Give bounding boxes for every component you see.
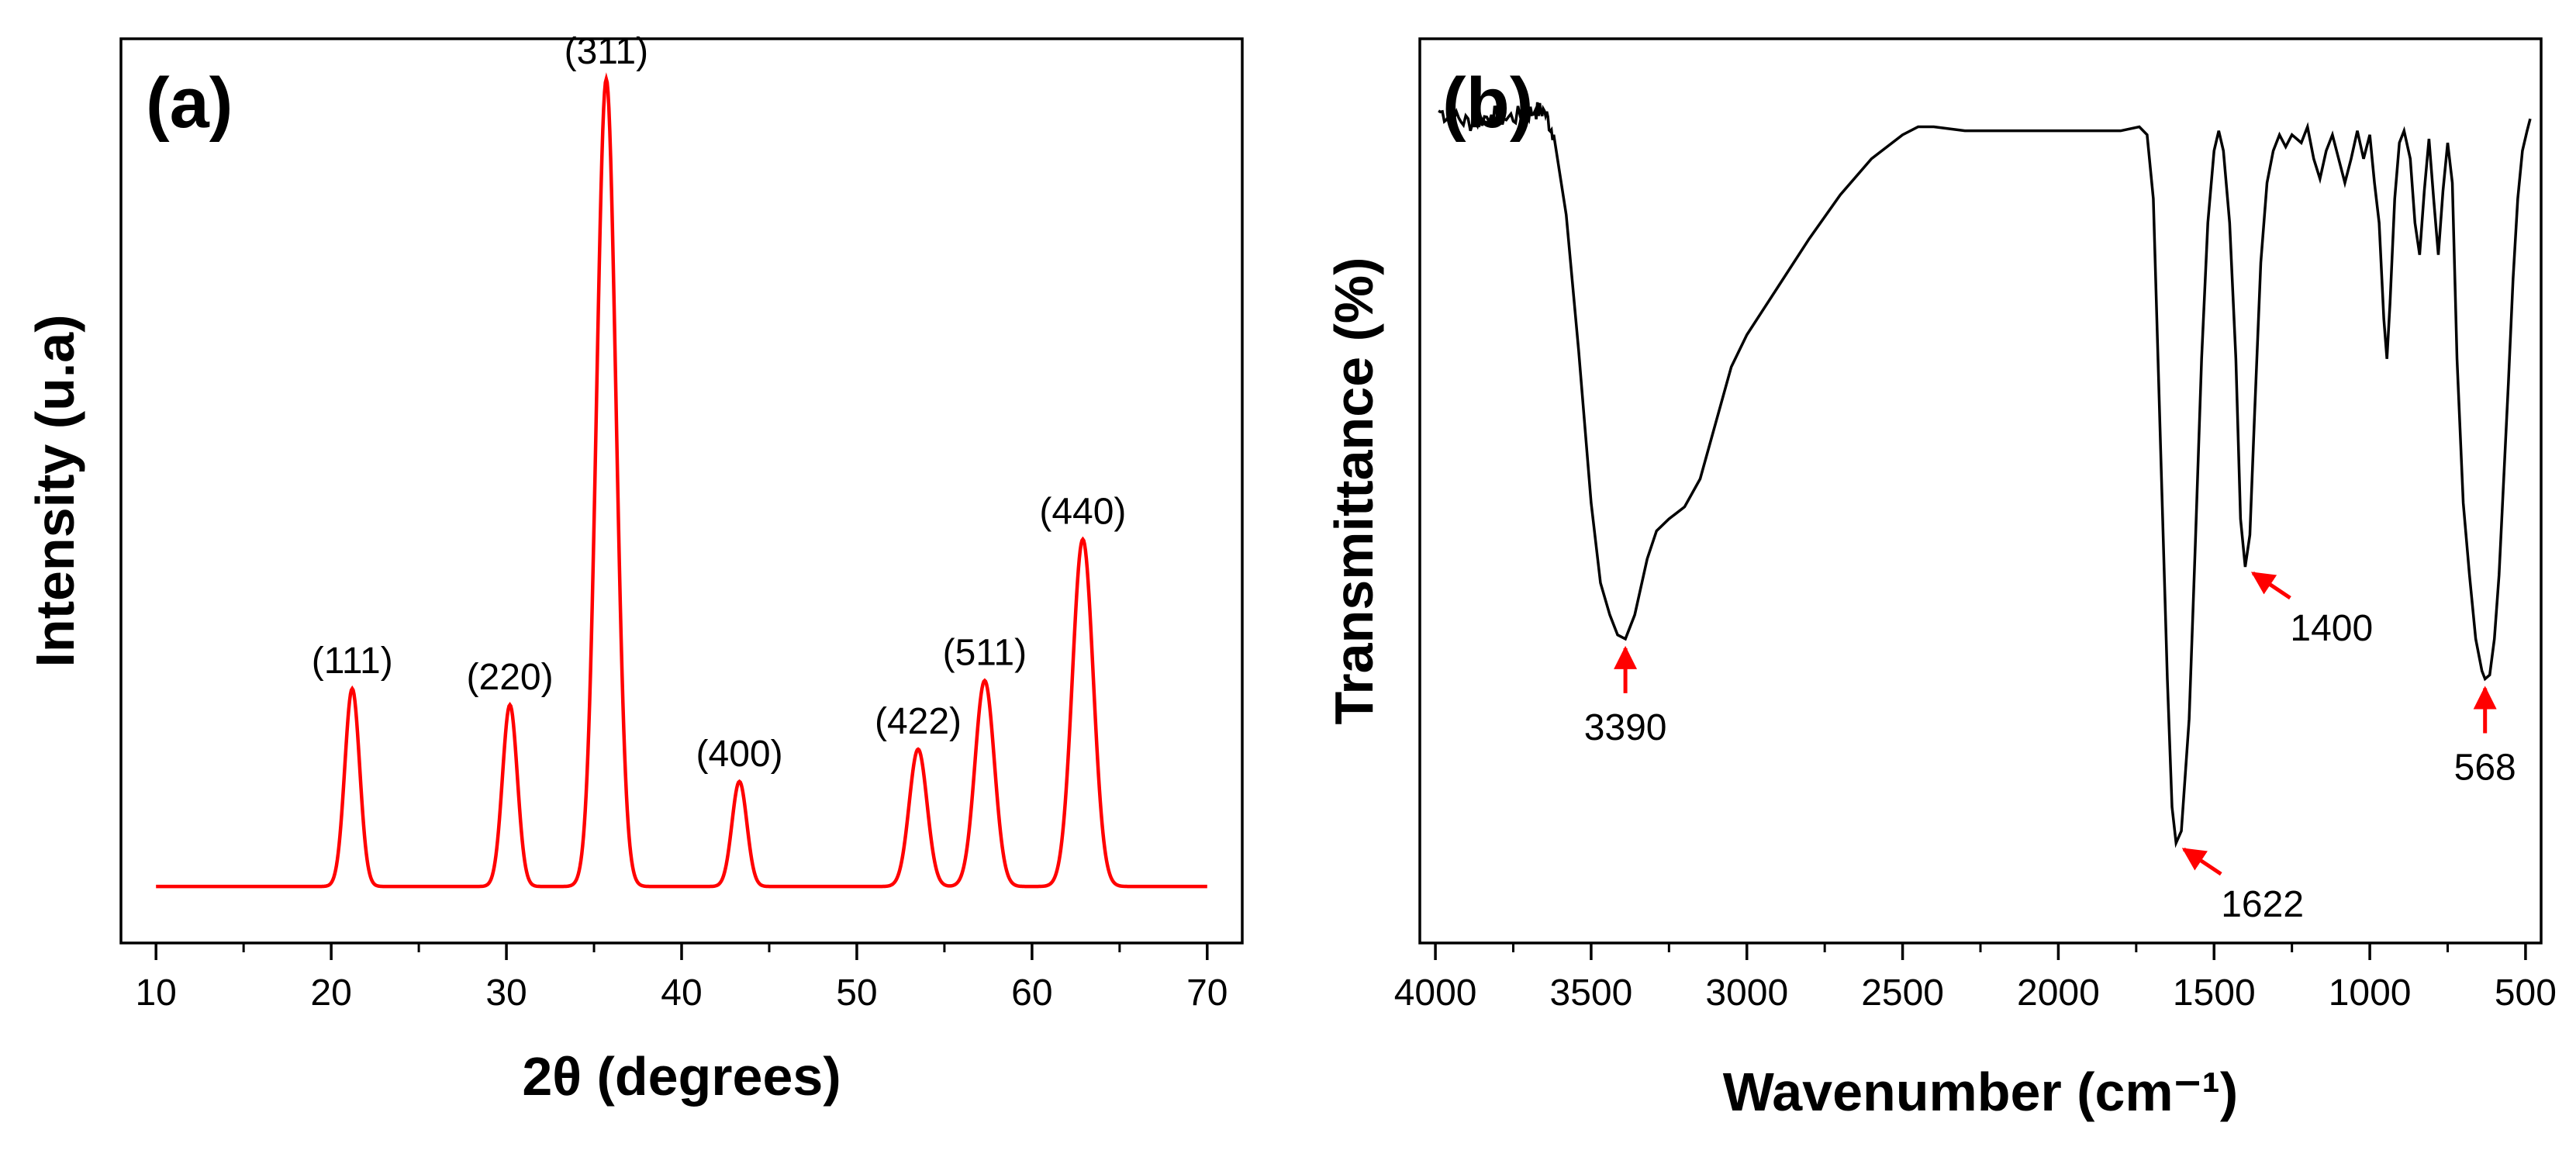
panel-b-y-axis-title: Transmittance (%) bbox=[1324, 257, 1384, 725]
panel-b-x-tick-label: 2500 bbox=[1861, 972, 1944, 1014]
panel-b-x-tick-label: 2000 bbox=[2017, 972, 2100, 1014]
panel-a-xrd-curve bbox=[156, 72, 1207, 889]
panel-b-ftir-curve bbox=[1438, 102, 2532, 848]
panel-a-x-tick-label: 10 bbox=[135, 972, 176, 1014]
panel-a-peak-label: (111) bbox=[312, 641, 393, 682]
panel-b-annotation-label: 3390 bbox=[1584, 707, 1667, 748]
panel-a-x-tick-labels: 10 20 30 40 50 60 70 bbox=[135, 972, 1228, 1014]
panel-a-x-tick-label: 40 bbox=[661, 972, 702, 1014]
panel-b-annotations: 3390 1622 1400 568 bbox=[1584, 571, 2516, 925]
panel-b-label: (b) bbox=[1442, 64, 1533, 143]
panel-a-peak-label: (511) bbox=[943, 633, 1027, 674]
panel-a-x-tick-label: 50 bbox=[836, 972, 877, 1014]
panel-b-x-tick-label: 1500 bbox=[2173, 972, 2256, 1014]
panel-b-x-tick-label: 3500 bbox=[1550, 972, 1633, 1014]
panel-a-peak-label: (311) bbox=[565, 31, 649, 72]
panel-b-x-tick-labels: 4000 3500 3000 2500 2000 1500 1000 500 bbox=[1394, 972, 2557, 1014]
panel-a-x-tick-label: 30 bbox=[485, 972, 527, 1014]
panel-b-x-axis-title: Wavenumber (cm⁻¹) bbox=[1723, 1062, 2238, 1122]
panel-b-x-tick-label: 500 bbox=[2495, 972, 2557, 1014]
panel-a-x-ticks bbox=[154, 943, 1209, 960]
panel-b-annotation-label: 1400 bbox=[2290, 608, 2373, 649]
panel-b-annotation-arrow bbox=[2181, 847, 2222, 876]
panel-a-peak-label: (422) bbox=[875, 701, 962, 742]
panel-a-peak-label: (440) bbox=[1039, 491, 1126, 532]
panel-b-x-tick-label: 1000 bbox=[2329, 972, 2412, 1014]
panel-b-annotation-arrow bbox=[2250, 571, 2291, 600]
panel-a-x-axis-title: 2θ (degrees) bbox=[522, 1046, 841, 1107]
panel-b-annotation-label: 568 bbox=[2454, 747, 2516, 788]
panel-a-label: (a) bbox=[146, 64, 233, 143]
panel-a-peak-label: (220) bbox=[467, 657, 554, 698]
panel-a-y-axis-title: Intensity (u.a) bbox=[25, 314, 85, 667]
panel-a-peak-label: (400) bbox=[696, 734, 783, 775]
panel-a: (a) 10 20 30 40 50 60 70 (111) (220)(311)(400)(… bbox=[25, 31, 1244, 1107]
panel-b-x-ticks bbox=[1434, 943, 2527, 960]
panel-b-annotation-label: 1622 bbox=[2221, 884, 2304, 925]
panel-b: (b) 4000 3500 3000 2500 2000 1500 1000 500 3390… bbox=[1324, 37, 2557, 1122]
panel-a-x-tick-label: 20 bbox=[310, 972, 351, 1014]
panel-b-x-tick-label: 4000 bbox=[1394, 972, 1477, 1014]
panel-b-x-tick-label: 3000 bbox=[1705, 972, 1788, 1014]
panel-a-peak-labels: (111) (220) (311) (400) (422) (511) (440) bbox=[312, 31, 1127, 775]
panel-a-x-tick-label: 70 bbox=[1186, 972, 1228, 1014]
panel-a-x-tick-label: 60 bbox=[1011, 972, 1052, 1014]
